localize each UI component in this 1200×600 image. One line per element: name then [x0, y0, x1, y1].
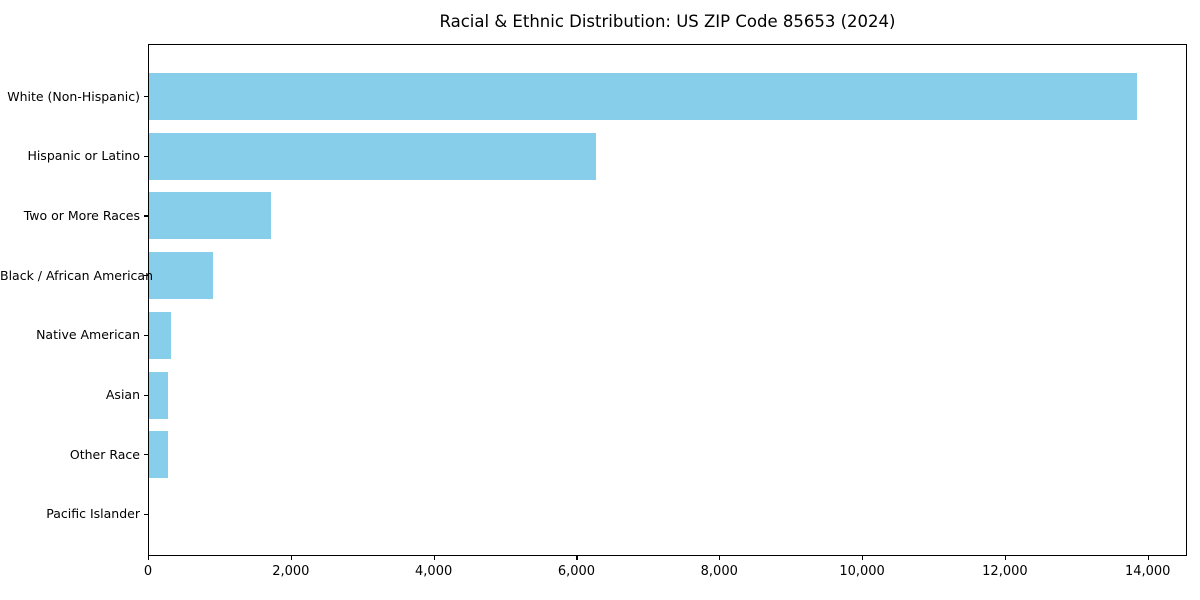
y-axis-label: Asian: [105, 387, 140, 402]
y-tick-mark: [144, 275, 148, 277]
x-tick-label: 12,000: [982, 564, 1028, 579]
x-tick-mark: [433, 555, 435, 560]
bar-other-race: [149, 431, 169, 479]
y-axis-label: Hispanic or Latino: [27, 148, 140, 164]
x-tick-label: 8,000: [700, 564, 738, 579]
x-tick-label: 6,000: [557, 564, 596, 579]
y-axis-label: White (Non-Hispanic): [7, 88, 140, 104]
y-axis-label: Native American: [36, 327, 140, 343]
x-tick-label: 2,000: [272, 564, 310, 579]
bar-asian: [149, 371, 169, 419]
x-tick-label: 4,000: [415, 564, 453, 579]
bar-hispanic-or-latino: [149, 132, 596, 180]
bar-two-or-more-races: [149, 192, 272, 240]
bar-black-african-american: [149, 252, 214, 300]
y-tick-mark: [144, 334, 148, 336]
bar-white-non-hispanic-: [149, 73, 1137, 120]
chart-title: Racial & Ethnic Distribution: US ZIP Cod…: [439, 12, 896, 31]
x-tick-mark: [290, 555, 292, 560]
bar-native-american: [149, 311, 172, 359]
y-tick-mark: [144, 513, 148, 516]
x-tick-mark: [862, 555, 864, 560]
plot-area: [148, 44, 1187, 556]
y-axis-label: Other Race: [69, 446, 140, 462]
x-tick-label: 14,000: [1124, 564, 1171, 579]
y-tick-mark: [144, 394, 148, 396]
x-tick-label: 0: [143, 564, 153, 579]
y-tick-mark: [144, 96, 148, 98]
x-tick-mark: [1147, 555, 1149, 560]
y-axis-label: Black / African American: [0, 267, 154, 283]
y-axis-label: Pacific Islander: [46, 506, 140, 522]
y-tick-mark: [144, 155, 148, 157]
y-tick-mark: [144, 215, 148, 217]
y-tick-mark: [144, 454, 148, 456]
x-tick-label: 10,000: [839, 564, 885, 579]
x-tick-mark: [719, 555, 721, 560]
x-tick-mark: [1004, 555, 1007, 560]
x-tick-mark: [576, 555, 578, 560]
x-tick-mark: [148, 555, 150, 560]
y-axis-label: Two or More Races: [23, 207, 140, 223]
